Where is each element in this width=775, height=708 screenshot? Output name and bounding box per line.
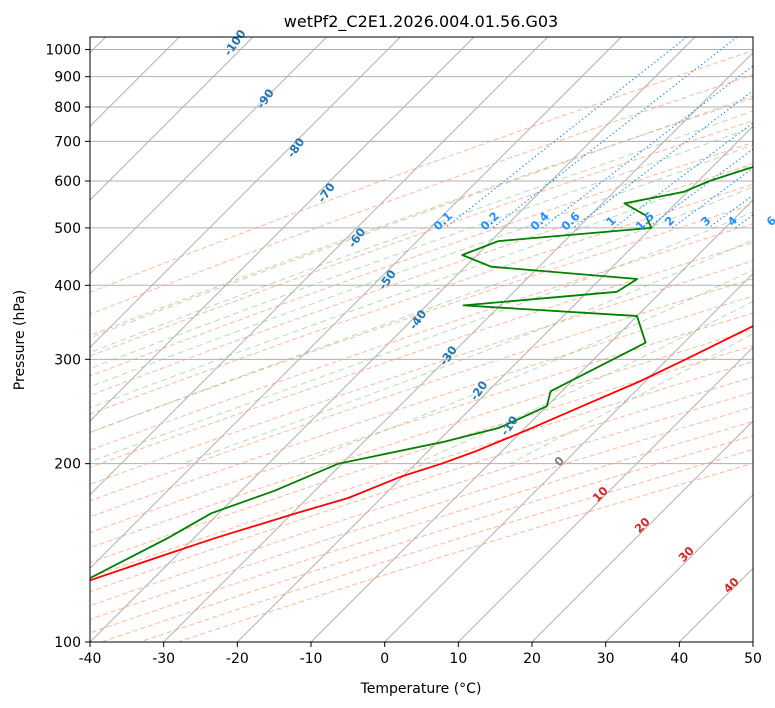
dry-adiabat-line — [90, 376, 753, 593]
x-tick-label: -10 — [300, 651, 323, 667]
dry-adiabat-line — [90, 391, 753, 607]
y-tick-label: 300 — [54, 352, 81, 368]
dry-adiabat-label: -50 — [376, 267, 399, 292]
dry-adiabat-line — [90, 120, 753, 357]
dry-adiabat-line — [90, 203, 753, 433]
dry-adiabat-label: -70 — [315, 180, 338, 205]
isotherm-line — [605, 493, 753, 642]
dry-adiabat-line — [90, 361, 753, 578]
dry-adiabat-line — [90, 163, 753, 396]
dry-adiabat-line — [90, 74, 753, 315]
dry-adiabat-label: -40 — [406, 307, 429, 332]
dry-adiabat-line — [90, 278, 753, 502]
dry-adiabat-line — [90, 295, 753, 518]
isohume-line — [734, 214, 753, 229]
isotherm-line — [531, 420, 753, 642]
isohume-label: 0.4 — [528, 209, 552, 233]
y-tick-label: 900 — [54, 70, 81, 86]
dry-adiabat-line — [90, 142, 753, 377]
isohume-label: 0.1 — [431, 209, 455, 233]
y-tick-label: 800 — [54, 100, 81, 116]
y-tick-label: 700 — [54, 134, 81, 150]
moist-adiabat-line — [90, 126, 753, 370]
isohume-line — [613, 122, 753, 229]
temperature-trace — [90, 325, 753, 582]
isotherm-line — [90, 37, 622, 570]
moist-adiabat-line — [90, 164, 753, 409]
isohume-line — [492, 37, 738, 229]
x-tick-label: 10 — [449, 651, 467, 667]
isotherm-line — [90, 37, 549, 496]
background-grid — [90, 37, 753, 642]
moist-adiabat-label: 30 — [676, 544, 697, 565]
x-tick-label: 20 — [523, 651, 541, 667]
moist-adiabat-line — [299, 269, 753, 465]
isotherm-line — [90, 37, 254, 201]
dry-adiabat-line — [90, 183, 753, 415]
moist-adiabat-label: 40 — [721, 575, 742, 596]
isohume-line — [672, 167, 753, 229]
y-tick-label: 400 — [54, 278, 81, 294]
isotherm-line — [90, 37, 401, 349]
dry-adiabat-label: -100 — [221, 27, 249, 59]
x-tick-label: -20 — [226, 651, 249, 667]
x-tick-label: -30 — [152, 651, 175, 667]
moist-adiabat-label: 10 — [590, 484, 611, 505]
chart-title: wetPf2_C2E1.2026.004.01.56.G03 — [284, 12, 558, 32]
x-tick-label: 30 — [597, 651, 615, 667]
moist-adiabat-label: 20 — [632, 515, 653, 536]
x-axis-label: Temperature (°C) — [360, 681, 482, 697]
isotherm-line — [90, 37, 328, 275]
dry-adiabat-line — [90, 312, 753, 534]
isohume-label: 2 — [662, 213, 678, 229]
isohume-label: 6 — [763, 213, 775, 229]
axis-ticks: -40 -30 -20 -10 0 10 20 30 40 5010009008007006005… — [45, 43, 762, 667]
y-tick-label: 1000 — [45, 43, 81, 59]
dry-adiabat-line — [90, 97, 753, 337]
dry-adiabat-line — [90, 329, 753, 549]
moist-adiabat-label: 0 — [551, 453, 567, 469]
dry-adiabat-label: -20 — [467, 378, 490, 403]
sounding-lines — [90, 166, 753, 582]
x-tick-label: 50 — [744, 651, 762, 667]
isohume-line — [542, 65, 753, 229]
isohume-line — [572, 90, 753, 229]
isotherm-line — [752, 641, 753, 642]
y-tick-label: 500 — [54, 221, 81, 237]
y-axis-label: Pressure (hPa) — [12, 290, 28, 390]
isotherm-line — [236, 125, 753, 642]
isotherm-line — [310, 199, 753, 642]
x-tick-label: 0 — [380, 651, 389, 667]
dry-adiabat-line — [90, 223, 753, 451]
isotherm-line — [457, 346, 753, 642]
dry-adiabat-line — [90, 50, 753, 293]
dewpoint-trace — [90, 166, 753, 580]
isotherm-line — [384, 272, 753, 642]
dry-adiabat-line — [101, 435, 753, 642]
moist-adiabat-line — [90, 211, 753, 463]
y-tick-label: 100 — [54, 635, 81, 651]
moist-adiabat-line — [90, 110, 753, 354]
dry-adiabat-label: -60 — [345, 225, 368, 250]
y-tick-label: 200 — [54, 457, 81, 473]
y-tick-label: 600 — [54, 174, 81, 190]
isotherm-line — [163, 51, 753, 642]
isotherm-line — [90, 37, 696, 642]
dry-adiabat-line — [90, 345, 753, 564]
x-tick-label: -40 — [79, 651, 102, 667]
plot-frame — [89, 36, 754, 643]
isotherm-line — [90, 37, 475, 422]
dry-adiabat-label: -30 — [437, 343, 460, 368]
dry-adiabat-line — [90, 241, 753, 469]
moist-adiabat-line — [415, 300, 753, 465]
x-tick-label: 40 — [670, 651, 688, 667]
dry-adiabat-line — [90, 260, 753, 485]
dry-adiabat-label: -80 — [284, 135, 307, 160]
